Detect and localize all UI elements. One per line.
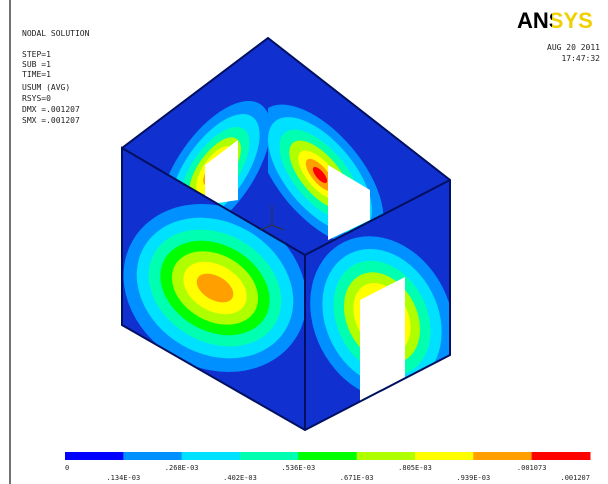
legend-label: .671E-03 [340, 474, 374, 482]
legend-label: .536E-03 [281, 464, 315, 472]
legend-swatch [298, 452, 357, 460]
legend-label: .001073 [517, 464, 547, 472]
info-line: STEP=1 [22, 50, 51, 59]
info-line: SUB =1 [22, 60, 51, 69]
info-line: TIME=1 [22, 70, 51, 79]
legend-swatch [182, 452, 241, 460]
legend-label: 0 [65, 464, 69, 472]
logo: ANSYS [517, 8, 593, 33]
legend-label: .402E-03 [223, 474, 257, 482]
info-line: NODAL SOLUTION [22, 29, 90, 38]
legend: 0 .134E-03 .268E-03 .402E-03 .536E-03 .671E-0… [65, 452, 591, 482]
legend-swatch [123, 452, 182, 460]
legend-swatch [357, 452, 416, 460]
legend-swatch [65, 452, 124, 460]
legend-label: .939E-03 [456, 474, 490, 482]
legend-label: .134E-03 [106, 474, 140, 482]
info-line: USUM (AVG) [22, 83, 70, 92]
viewport: NODAL SOLUTION STEP=1SUB =1TIME=1 USUM (AV… [0, 0, 608, 484]
info-line: SMX =.001207 [22, 116, 80, 125]
legend-label: .001207 [560, 474, 590, 482]
legend-swatch [473, 452, 532, 460]
legend-swatch [240, 452, 299, 460]
model [93, 30, 481, 440]
info-line: DMX =.001207 [22, 105, 80, 114]
date: AUG 20 2011 [547, 43, 600, 52]
legend-swatch [532, 452, 591, 460]
info-line: RSYS=0 [22, 94, 51, 103]
legend-swatch [415, 452, 474, 460]
legend-label: .805E-03 [398, 464, 432, 472]
time: 17:47:32 [561, 54, 600, 63]
legend-label: .268E-03 [165, 464, 199, 472]
page: {"header": {"logo": "ANSYS", "date": "AU… [0, 0, 608, 484]
